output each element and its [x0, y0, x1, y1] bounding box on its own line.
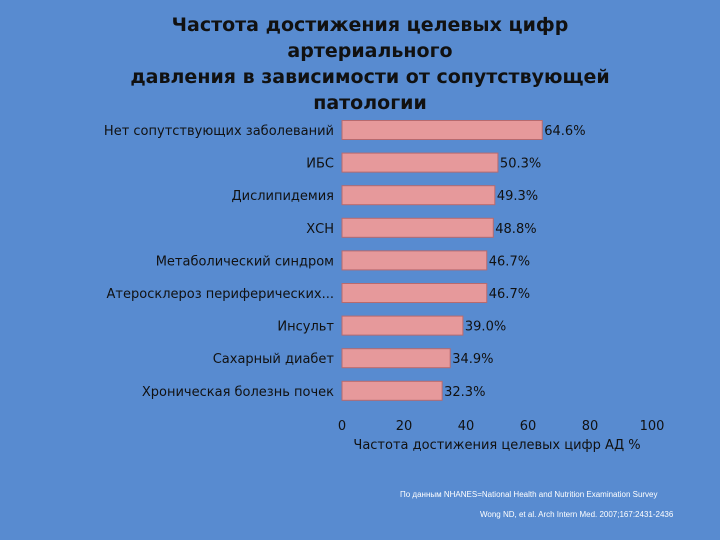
bar: [341, 250, 488, 271]
bar: [341, 217, 494, 238]
data-label: 32.3%: [444, 385, 485, 400]
data-label: 39.0%: [465, 320, 506, 335]
bar: [341, 152, 499, 173]
bar: [341, 120, 543, 140]
category-label: ХСН: [306, 222, 334, 237]
title-line-3: патологии: [313, 92, 427, 114]
title-line-1: Частота достижения целевых цифр артериал…: [171, 14, 569, 62]
x-tick-label: 80: [582, 419, 599, 434]
data-label: 49.3%: [497, 189, 538, 204]
x-tick-label: 40: [458, 419, 475, 434]
bar: [341, 185, 496, 206]
data-label: 46.7%: [489, 254, 530, 269]
data-label: 64.6%: [544, 124, 585, 139]
data-label: 34.9%: [452, 352, 493, 367]
x-tick-label: 100: [640, 419, 665, 434]
data-label: 46.7%: [489, 287, 530, 302]
bar: [341, 380, 443, 401]
x-axis-label: Частота достижения целевых цифр АД %: [353, 438, 640, 453]
title-line-2: давления в зависимости от сопутствующей: [130, 66, 610, 88]
bar: [341, 348, 451, 369]
data-label: 50.3%: [500, 157, 541, 172]
x-tick-label: 20: [396, 419, 413, 434]
data-label: 48.8%: [495, 222, 536, 237]
slide-title: Частота достижения целевых цифр артериал…: [110, 12, 630, 116]
category-label: Дислипидемия: [231, 189, 334, 204]
x-tick-label: 0: [338, 419, 346, 434]
bar-chart: Нет сопутствующих заболеваний 64.6% ИБС 50.…: [104, 120, 665, 453]
category-label: Хроническая болезнь почек: [142, 385, 334, 400]
category-label: Сахарный диабет: [213, 352, 335, 367]
category-label: Инсульт: [277, 320, 334, 335]
category-label: Атеросклероз периферических...: [107, 287, 334, 302]
source-note: По данным NHANES=National Health and Nut…: [400, 490, 658, 499]
bar: [341, 315, 464, 336]
citation: Wong ND, et al. Arch Intern Med. 2007;16…: [480, 510, 674, 519]
category-label: ИБС: [306, 157, 334, 172]
category-label: Метаболический синдром: [156, 254, 334, 269]
category-label: Нет сопутствующих заболеваний: [104, 124, 334, 139]
x-tick-label: 60: [520, 419, 537, 434]
bar: [341, 283, 488, 303]
